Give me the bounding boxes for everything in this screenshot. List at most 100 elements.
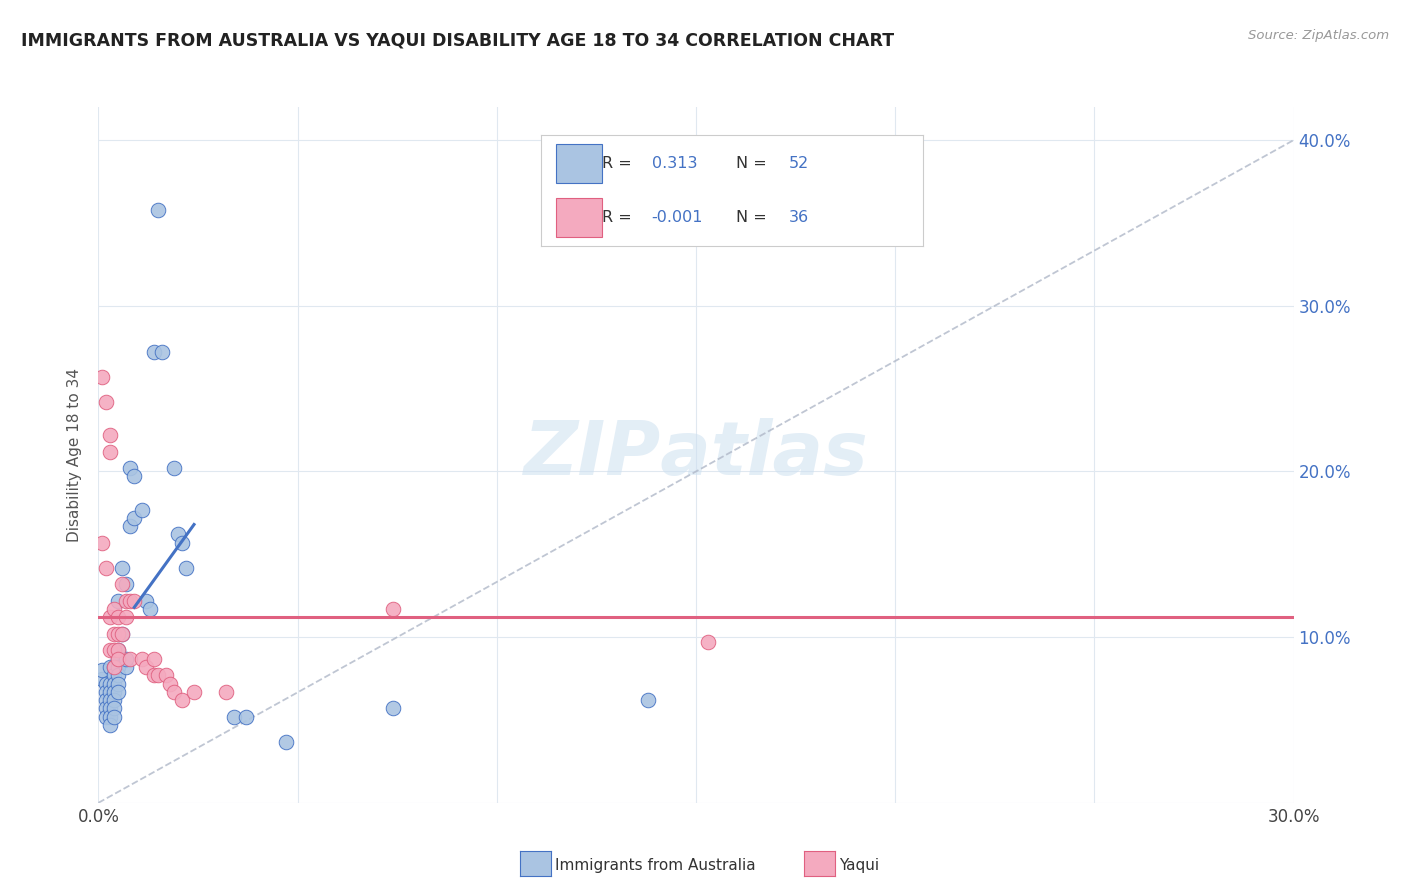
Point [697,635,720,649]
Point [103,676,125,690]
Text: IMMIGRANTS FROM AUSTRALIA VS YAQUI DISABILITY AGE 18 TO 34 CORRELATION CHART: IMMIGRANTS FROM AUSTRALIA VS YAQUI DISAB… [21,31,894,49]
Point [139,602,162,616]
Point [382,701,405,715]
Point [107,627,129,641]
Point [115,577,138,591]
Point [100,676,122,690]
Text: R =: R = [602,211,637,226]
Point [103,643,125,657]
Point [100,701,122,715]
Point [172,535,194,549]
Text: N =: N = [735,211,772,226]
Point [183,685,205,699]
Text: N =: N = [735,156,772,170]
Point [103,701,125,715]
Point [143,345,166,359]
Point [100,660,122,674]
Point [143,651,166,665]
Point [120,651,142,665]
Point [96,693,118,707]
Point [91,663,114,677]
Point [163,685,186,699]
Point [111,627,134,641]
Point [91,672,114,686]
Point [143,668,166,682]
Point [150,345,173,359]
Point [107,685,129,699]
Point [124,511,146,525]
Point [100,428,122,442]
Point [120,519,142,533]
Point [107,643,129,657]
Point [107,676,129,690]
Point [91,370,114,384]
Point [107,593,129,607]
Point [100,643,122,657]
Point [155,668,177,682]
Y-axis label: Disability Age 18 to 34: Disability Age 18 to 34 [67,368,83,542]
Point [107,643,129,657]
Point [100,610,122,624]
Point [115,593,138,607]
Point [103,685,125,699]
Point [124,593,146,607]
Text: 36: 36 [789,211,810,226]
Point [96,560,118,574]
Point [103,602,125,616]
Text: Immigrants from Australia: Immigrants from Australia [555,858,756,872]
Point [107,651,129,665]
Text: Source: ZipAtlas.com: Source: ZipAtlas.com [1249,29,1389,42]
Point [100,709,122,723]
Bar [555,198,602,237]
Point [100,693,122,707]
Text: Yaqui: Yaqui [839,858,880,872]
Point [222,709,245,723]
Point [96,676,118,690]
Point [107,660,129,674]
Point [96,685,118,699]
Point [111,627,134,641]
Point [107,610,129,624]
Bar [555,144,602,183]
Point [103,660,125,674]
Point [100,444,122,458]
Point [163,461,186,475]
Point [115,651,138,665]
Point [159,676,181,690]
Point [120,593,142,607]
Point [96,395,118,409]
Point [100,718,122,732]
Point [148,202,170,217]
Point [172,693,194,707]
Point [274,734,297,748]
Point [135,593,157,607]
Point [148,668,170,682]
Point [167,527,190,541]
Point [103,627,125,641]
Point [103,709,125,723]
Point [131,651,153,665]
Point [107,651,129,665]
Point [135,660,157,674]
Point [111,577,134,591]
Point [120,461,142,475]
Point [215,685,238,699]
Point [96,709,118,723]
Text: 0.313: 0.313 [651,156,697,170]
Point [115,660,138,674]
Text: R =: R = [602,156,637,170]
Point [174,560,197,574]
Text: -0.001: -0.001 [651,211,703,226]
Point [96,701,118,715]
Point [131,502,153,516]
Text: ZIP​atlas: ZIP​atlas [523,418,869,491]
Point [100,685,122,699]
Point [111,560,134,574]
Point [103,660,125,674]
Point [235,709,257,723]
Point [382,602,405,616]
Text: 52: 52 [789,156,810,170]
Point [115,610,138,624]
Point [124,469,146,483]
Point [103,693,125,707]
